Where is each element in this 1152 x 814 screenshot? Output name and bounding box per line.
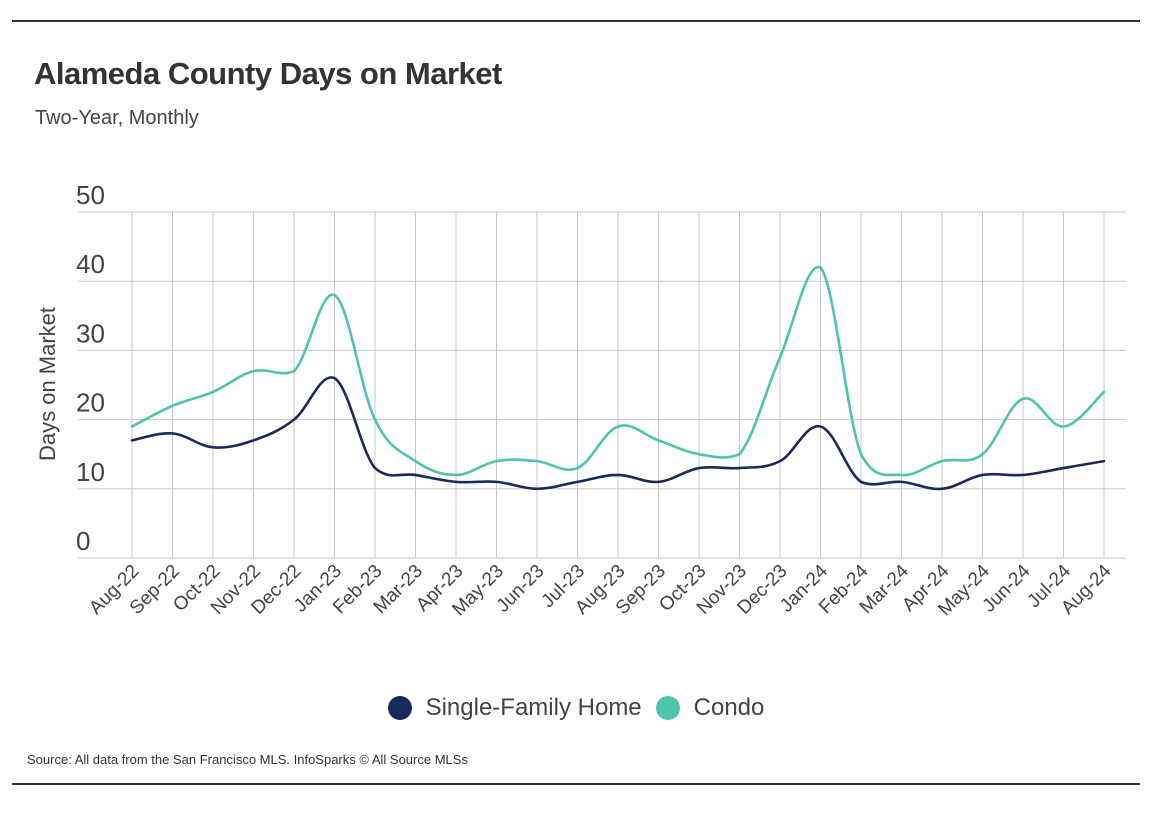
legend: Single-Family Home Condo bbox=[0, 694, 1152, 722]
series-lines bbox=[130, 266, 1106, 491]
legend-item-condo: Condo bbox=[655, 694, 765, 722]
source-note: Source: All data from the San Francisco … bbox=[27, 752, 468, 767]
line-chart: 0 10 20 30 40 50 Aug-22Sep-22Oct-22Nov-22Dec-… bbox=[76, 180, 1126, 620]
y-tick-label: 0 bbox=[76, 526, 90, 556]
grid-lines bbox=[78, 211, 1126, 559]
chart-subtitle: Two-Year, Monthly bbox=[35, 107, 199, 129]
y-tick-label: 50 bbox=[76, 180, 105, 210]
y-tick-labels: 0 10 20 30 40 50 bbox=[76, 180, 105, 556]
top-rule bbox=[12, 20, 1140, 22]
legend-label-condo: Condo bbox=[693, 694, 765, 721]
legend-swatch-single-family bbox=[387, 696, 412, 720]
legend-item-single-family: Single-Family Home bbox=[387, 694, 642, 722]
x-tick-labels: Aug-22Sep-22Oct-22Nov-22Dec-22Jan-23Feb-… bbox=[85, 560, 1115, 620]
legend-label-single-family: Single-Family Home bbox=[425, 694, 642, 721]
y-tick-label: 10 bbox=[76, 457, 105, 487]
series-line-condo bbox=[130, 266, 1106, 477]
chart-title: Alameda County Days on Market bbox=[34, 56, 502, 91]
y-tick-label: 20 bbox=[76, 388, 105, 418]
series-line-single-family bbox=[130, 376, 1106, 491]
y-axis-label: Days on Market bbox=[35, 306, 60, 462]
y-tick-label: 30 bbox=[76, 318, 105, 348]
legend-swatch-condo bbox=[655, 696, 680, 720]
y-tick-label: 40 bbox=[76, 249, 105, 279]
bottom-rule bbox=[12, 783, 1140, 785]
